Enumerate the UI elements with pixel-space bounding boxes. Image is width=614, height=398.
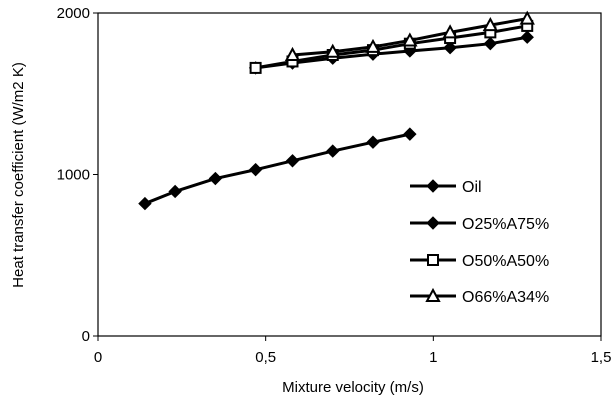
data-point (366, 135, 380, 149)
data-point (519, 10, 535, 25)
data-point (442, 24, 458, 39)
series-4 (284, 10, 535, 61)
legend-marker (426, 179, 440, 193)
axes: 0 1000 2000 0 0,5 1 1,5 (57, 5, 612, 366)
y-tick-label: 0 (82, 328, 90, 345)
legend: Oil O25%A75% O50%A50% O66%A34% (410, 179, 549, 306)
legend-marker (427, 254, 439, 266)
legend-marker (426, 216, 440, 230)
data-point (482, 17, 499, 32)
data-point (248, 162, 263, 177)
data-point (520, 30, 534, 44)
x-axis-title: Mixture velocity (m/s) (282, 379, 424, 396)
plot-frame (97, 12, 602, 337)
data-point (403, 127, 417, 141)
legend-label: Oil (462, 179, 482, 196)
data-point (402, 32, 418, 47)
legend-item: Oil (410, 179, 482, 196)
data-point (285, 154, 300, 168)
legend-item: O66%A34% (410, 287, 549, 306)
y-axis-title: Heat transfer coefficient (W/m2 K) (10, 62, 27, 288)
x-tick-label: 1 (429, 349, 437, 366)
x-tick-label: 0 (94, 349, 102, 366)
x-tick-label: 0,5 (255, 349, 276, 366)
data-point (249, 61, 262, 74)
data-point (326, 144, 340, 158)
data-point (284, 46, 301, 61)
data-point (365, 38, 381, 53)
series-layer (138, 10, 535, 211)
data-point (138, 196, 152, 211)
y-tick-label: 2000 (57, 5, 90, 22)
series-1 (138, 127, 417, 211)
x-tick-label: 1,5 (591, 349, 612, 366)
legend-label: O66%A34% (462, 289, 549, 306)
data-point (168, 184, 182, 199)
legend-item: O25%A75% (410, 216, 549, 233)
legend-marker (425, 287, 441, 302)
y-tick-label: 1000 (57, 167, 90, 184)
data-point (325, 43, 341, 58)
data-point (483, 36, 498, 51)
series-line (255, 35, 528, 70)
legend-item: O50%A50% (410, 253, 549, 270)
data-point (443, 41, 457, 55)
data-point (208, 171, 223, 186)
series-line (144, 132, 411, 205)
legend-label: O50%A50% (462, 253, 549, 270)
legend-label: O25%A75% (462, 216, 549, 233)
